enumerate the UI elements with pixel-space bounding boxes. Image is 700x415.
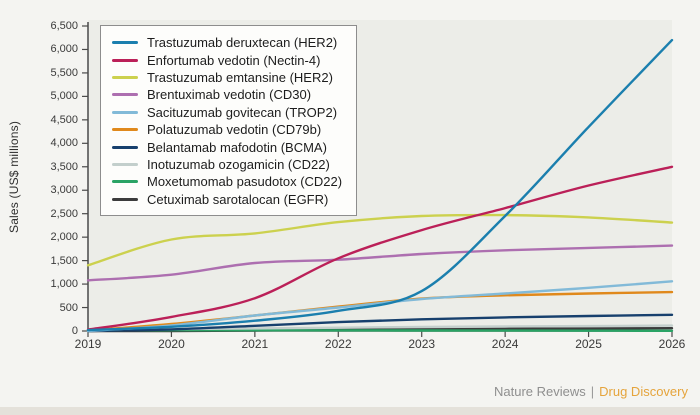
series-line-enfortumab xyxy=(86,165,674,331)
legend-label: Sacituzumab govitecan (TROP2) xyxy=(147,104,338,120)
y-axis-tick-label: 6,000 xyxy=(50,43,78,56)
legend-row: Moxetumomab pasudotox (CD22) xyxy=(112,173,342,190)
footer-journal: Drug Discovery xyxy=(599,384,688,399)
legend-row: Polatuzumab vedotin (CD79b) xyxy=(112,121,342,138)
legend-swatch xyxy=(112,75,138,79)
legend-row: Cetuximab sarotalocan (EGFR) xyxy=(112,191,342,208)
legend-row: Trastuzumab emtansine (HER2) xyxy=(112,69,342,86)
y-axis-tick-label: 4,000 xyxy=(50,137,78,150)
series-line-belantamab xyxy=(86,313,674,333)
legend-swatch xyxy=(112,110,138,114)
series-line-brentuximab xyxy=(86,244,674,282)
legend-swatch xyxy=(112,58,138,62)
legend-swatch xyxy=(112,162,138,166)
legend-label: Trastuzumab deruxtecan (HER2) xyxy=(147,35,338,51)
x-axis-tick-label: 2020 xyxy=(158,337,185,351)
series-line-sacituzumab xyxy=(86,280,674,333)
series-line-trastuzumab xyxy=(86,213,674,267)
bottom-strip xyxy=(0,407,700,415)
legend-label: Brentuximab vedotin (CD30) xyxy=(147,87,312,103)
legend-row: Enfortumab vedotin (Nectin-4) xyxy=(112,51,342,68)
legend-swatch xyxy=(112,128,138,132)
legend-label: Cetuximab sarotalocan (EGFR) xyxy=(147,191,329,207)
legend-row: Inotuzumab ozogamicin (CD22) xyxy=(112,156,342,173)
x-axis-tick-label: 2024 xyxy=(491,337,519,351)
series-line-trastuzumab xyxy=(86,38,674,332)
y-axis-tick-label: 4,500 xyxy=(50,113,78,126)
legend-swatch xyxy=(112,145,138,149)
legend-label: Trastuzumab emtansine (HER2) xyxy=(147,69,333,85)
legend-label: Belantamab mafodotin (BCMA) xyxy=(147,139,327,155)
y-axis-tick-label: 3,000 xyxy=(50,184,78,197)
x-axis-tick-label: 2019 xyxy=(74,337,102,351)
y-axis-tick-label: 0 xyxy=(71,325,78,337)
footer-separator: | xyxy=(590,384,595,399)
footer-credit: Nature Reviews | Drug Discovery xyxy=(494,384,688,399)
y-axis-tick-label: 3,500 xyxy=(50,160,78,173)
legend-row: Trastuzumab deruxtecan (HER2) xyxy=(112,34,342,51)
y-axis-tick-label: 1,500 xyxy=(50,254,78,267)
legend-label: Inotuzumab ozogamicin (CD22) xyxy=(147,156,330,172)
legend-label: Polatuzumab vedotin (CD79b) xyxy=(147,122,322,138)
legend-label: Enfortumab vedotin (Nectin-4) xyxy=(147,52,321,68)
footer-publisher: Nature Reviews xyxy=(493,384,586,399)
legend-row: Brentuximab vedotin (CD30) xyxy=(112,86,342,103)
y-axis-tick-label: 500 xyxy=(59,301,78,314)
legend-row: Sacituzumab govitecan (TROP2) xyxy=(112,104,342,121)
x-axis-tick-label: 2023 xyxy=(408,337,436,351)
legend-row: Belantamab mafodotin (BCMA) xyxy=(112,138,342,155)
x-axis-tick-label: 2026 xyxy=(658,337,686,351)
legend-swatch xyxy=(112,41,138,45)
y-axis-tick-label: 5,500 xyxy=(50,66,78,79)
y-axis-tick-label: 6,500 xyxy=(50,20,78,32)
legend-label: Moxetumomab pasudotox (CD22) xyxy=(147,174,343,190)
legend-swatch xyxy=(112,180,138,184)
y-axis-tick-label: 5,000 xyxy=(50,90,78,103)
y-axis-tick-label: 2,000 xyxy=(50,231,78,244)
x-axis-tick-label: 2022 xyxy=(324,337,352,351)
y-axis-tick-label: 1,000 xyxy=(50,278,78,291)
legend-swatch xyxy=(112,93,138,97)
x-axis-tick-label: 2021 xyxy=(241,337,269,351)
x-axis-tick-label: 2025 xyxy=(575,337,602,351)
legend-swatch xyxy=(112,197,138,201)
y-axis-tick-label: 2,500 xyxy=(50,207,78,220)
legend: Trastuzumab deruxtecan (HER2) Enfortumab … xyxy=(100,25,358,216)
